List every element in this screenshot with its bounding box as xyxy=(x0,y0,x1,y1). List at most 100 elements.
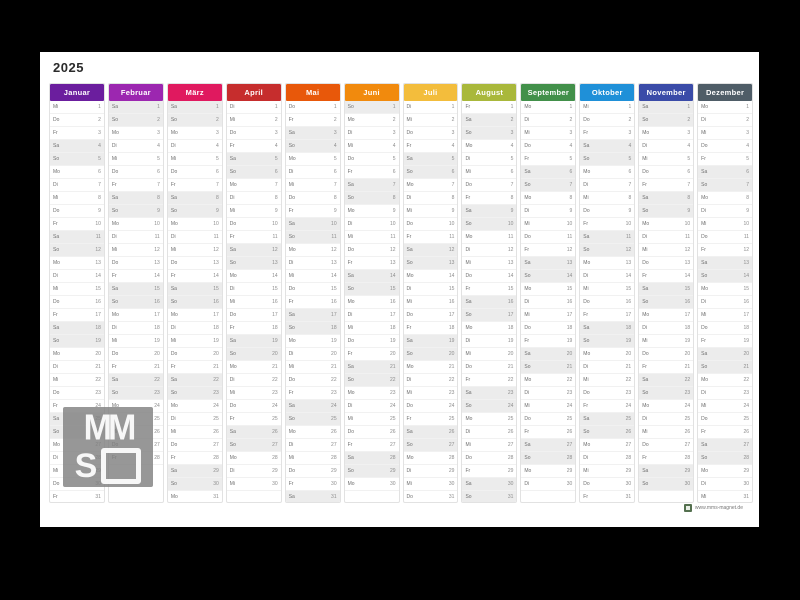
day-number: 3 xyxy=(274,130,278,136)
weekday-label: Mo xyxy=(701,195,709,201)
weekday-label: Di xyxy=(406,468,412,474)
day-number: 5 xyxy=(98,156,101,162)
day-row: Di 3 xyxy=(344,127,399,140)
day-number: 4 xyxy=(274,143,278,149)
day-row: Mi 5 xyxy=(639,153,694,166)
weekday-label: Fr xyxy=(642,455,647,461)
weekday-label: So xyxy=(347,468,354,474)
day-number: 3 xyxy=(392,130,396,136)
day-number: 9 xyxy=(628,208,632,214)
day-number: 4 xyxy=(157,143,160,149)
day-number: 16 xyxy=(213,299,219,305)
day-number: 23 xyxy=(213,390,219,396)
weekday-label: Sa xyxy=(53,143,60,149)
day-number: 20 xyxy=(213,351,219,357)
day-row: So 21 xyxy=(521,361,576,374)
day-row: Di 7 xyxy=(580,179,635,192)
day-number: 2 xyxy=(746,117,750,123)
day-row: Mi 19 xyxy=(639,335,694,348)
day-row: Mo 17 xyxy=(167,309,222,322)
day-row: Mi 17 xyxy=(521,309,576,322)
day-number: 9 xyxy=(215,208,219,214)
day-row: Mo 8 xyxy=(521,192,576,205)
day-number: 27 xyxy=(331,442,337,448)
weekday-label: Mi xyxy=(406,390,412,396)
day-row: So 7 xyxy=(698,179,753,192)
weekday-label: Mo xyxy=(111,130,119,136)
weekday-label: Sa xyxy=(170,104,177,110)
day-number: 6 xyxy=(215,169,219,175)
month-card-april: April Di 1 Mi 2 Do 3 Fr 4 Sa 5 So 6 Mo 7 Di 8 Mi 9 Do 10 Fr 11… xyxy=(225,83,282,503)
day-row: Sa 1 xyxy=(639,101,694,114)
weekday-label: Mo xyxy=(229,273,237,279)
day-row: Di 2 xyxy=(698,114,753,127)
day-row: Fr 24 xyxy=(580,400,635,413)
day-row: Di 5 xyxy=(462,153,517,166)
day-row: Fr 7 xyxy=(167,179,222,192)
weekday-label: So xyxy=(288,143,295,149)
day-row: Sa 4 xyxy=(50,140,104,153)
weekday-label: Di xyxy=(642,143,647,149)
day-number: 26 xyxy=(154,429,160,435)
day-row: Sa 23 xyxy=(462,387,517,400)
day-number: 22 xyxy=(566,377,573,383)
watermark-bottom: S xyxy=(75,446,142,485)
weekday-label: Do xyxy=(229,221,237,227)
day-number: 24 xyxy=(331,403,337,409)
day-row: Sa 8 xyxy=(167,192,222,205)
day-number: 26 xyxy=(389,429,396,435)
weekday-label: Mo xyxy=(524,377,532,383)
day-number: 25 xyxy=(389,416,396,422)
weekday-label: Fr xyxy=(170,273,176,279)
day-row: Fr 25 xyxy=(226,413,281,426)
month-card-august: August Fr 1 Sa 2 So 3 Mo 4 Di 5 Mi 6 Do 7 Fr 8 Sa 9 So 10 Mo 1… xyxy=(461,83,518,503)
day-row: Fr 2 xyxy=(285,114,340,127)
weekday-label: Di xyxy=(229,195,235,201)
weekday-label: Do xyxy=(583,299,590,305)
day-row: Mi 2 xyxy=(226,114,281,127)
day-number: 8 xyxy=(215,195,219,201)
weekday-label: Di xyxy=(347,221,353,227)
day-number: 12 xyxy=(331,247,337,253)
day-row: Do 11 xyxy=(521,231,576,244)
day-row: Mi 5 xyxy=(167,153,222,166)
weekday-label: Mi xyxy=(524,403,530,409)
day-row: Sa 10 xyxy=(285,218,340,231)
day-row: So 11 xyxy=(285,231,340,244)
day-number: 24 xyxy=(684,403,691,409)
day-row: Sa 21 xyxy=(344,361,399,374)
day-number: 17 xyxy=(213,312,219,318)
weekday-label: Mo xyxy=(347,117,355,123)
month-card-juni: Juni So 1 Mo 2 Di 3 Mi 4 Do 5 Fr 6 Sa 7 So 8 Mo 9 Di 10 Mi 11 D… xyxy=(343,83,400,503)
day-row: Mo 26 xyxy=(285,426,340,439)
weekday-label: Mi xyxy=(465,260,471,266)
day-number: 9 xyxy=(451,208,455,214)
day-number: 8 xyxy=(451,195,455,201)
day-row: Fr 13 xyxy=(344,257,399,270)
day-number: 9 xyxy=(274,208,278,214)
day-number: 14 xyxy=(272,273,278,279)
day-number: 30 xyxy=(389,481,396,487)
day-number: 22 xyxy=(389,377,396,383)
day-number: 22 xyxy=(272,377,278,383)
weekday-label: Sa xyxy=(347,455,354,461)
day-number: 11 xyxy=(743,234,750,240)
weekday-label: Fr xyxy=(111,182,117,188)
day-row: Mi 18 xyxy=(344,322,399,335)
day-number: 15 xyxy=(154,286,160,292)
watermark-square-frame-icon xyxy=(101,447,142,484)
weekday-label: Mo xyxy=(701,468,709,474)
weekday-label: Di xyxy=(288,442,294,448)
weekday-label: Mo xyxy=(170,403,178,409)
weekday-label: Di xyxy=(288,351,294,357)
weekday-label: Di xyxy=(170,143,176,149)
day-row: Sa 2 xyxy=(462,114,517,127)
day-row: So 29 xyxy=(344,465,399,478)
day-row: Di 23 xyxy=(521,387,576,400)
day-row: Mo 14 xyxy=(226,270,281,283)
weekday-label: Fr xyxy=(170,182,176,188)
day-row: Do 28 xyxy=(462,452,517,465)
weekday-label: Mo xyxy=(583,351,591,357)
month-header: August xyxy=(462,84,517,101)
weekday-label: Mi xyxy=(288,455,294,461)
